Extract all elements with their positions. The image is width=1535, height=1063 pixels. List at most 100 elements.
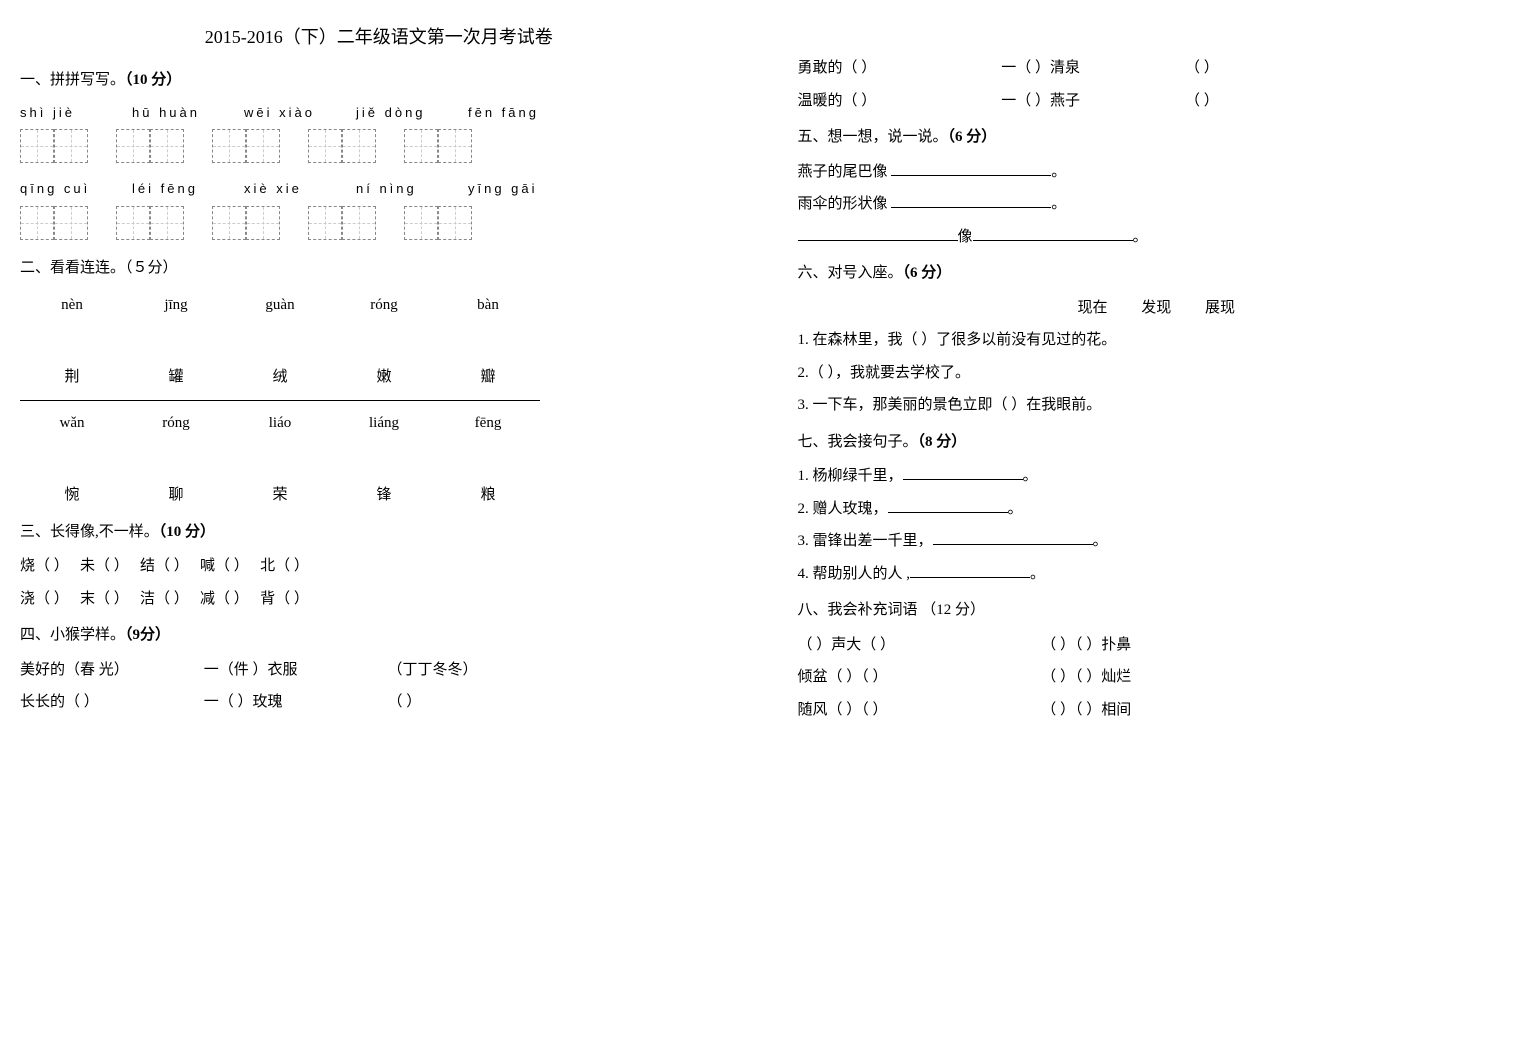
pinyin: hū huàn — [132, 101, 216, 126]
section-2-title: 二、看看连连。（５分） — [20, 254, 738, 283]
pinyin: fēn fāng — [468, 101, 552, 126]
pinyin: shì jiè — [20, 101, 104, 126]
sec6-words: 现在 发现 展现 — [798, 294, 1516, 323]
tian-box — [20, 206, 54, 240]
item: （ ）（ ）扑鼻 — [1041, 637, 1131, 653]
sec4-row-3: 勇敢的（ ） 一（ ）清泉 （ ） — [798, 54, 1516, 83]
item: 倾盆（ ）（ ） — [798, 663, 1038, 692]
pinyin: jiě dòng — [356, 101, 440, 126]
blank — [798, 226, 958, 241]
section-5-title: 五、想一想，说一说。（6 分） — [798, 123, 1516, 152]
divider — [20, 400, 540, 401]
item: （ ） — [388, 694, 422, 710]
item: （ ） — [1185, 93, 1219, 109]
item: 1. 杨柳绿千里， — [798, 468, 903, 484]
sec5-score: （6 分） — [948, 129, 997, 145]
item: （丁丁冬冬） — [388, 662, 478, 678]
tian-box — [116, 129, 150, 163]
item: 勇敢的（ ） — [798, 54, 998, 83]
item: 随风（ ）（ ） — [798, 696, 1038, 725]
sec3-score: （10 分） — [159, 524, 215, 540]
sec6-q1: 1. 在森林里，我（ ）了很多以前没有见过的花。 — [798, 326, 1516, 355]
item: 末（ ） — [80, 591, 129, 607]
item: 一（ ）玫瑰 — [204, 688, 384, 717]
item: （ ）声大（ ） — [798, 631, 1038, 660]
pinyin: léi fēng — [132, 177, 216, 202]
sec4-row-1: 美好的（春 光） 一（件 ）衣服 （丁丁冬冬） — [20, 656, 738, 685]
item: 2. 赠人玫瑰， — [798, 501, 888, 517]
sec5-line-2: 雨伞的形状像 。 — [798, 190, 1516, 219]
match-item: wǎn — [20, 409, 124, 438]
match-item: 罐 — [124, 363, 228, 392]
tian-box — [116, 206, 150, 240]
item: 烧（ ） — [20, 558, 69, 574]
match-item: 荣 — [228, 481, 332, 510]
tian-box — [438, 129, 472, 163]
match-item: róng — [124, 409, 228, 438]
section-1-title: 一、拼拼写写。（10 分） — [20, 66, 738, 95]
match-row-2: 荆 罐 绒 嫩 瓣 — [20, 363, 540, 392]
left-column: 2015-2016（下）二年级语文第一次月考试卷 一、拼拼写写。（10 分） s… — [20, 20, 738, 728]
tian-box — [246, 129, 280, 163]
sec7-q3: 3. 雷锋出差一千里，。 — [798, 527, 1516, 556]
item: 结（ ） — [140, 558, 189, 574]
pinyin: wēi xiào — [244, 101, 328, 126]
match-item: guàn — [228, 291, 332, 320]
sec4-row-4: 温暖的（ ） 一（ ）燕子 （ ） — [798, 87, 1516, 116]
sec8-row-1: （ ）声大（ ） （ ）（ ）扑鼻 — [798, 631, 1516, 660]
tian-row-2 — [20, 206, 738, 240]
tian-box — [54, 129, 88, 163]
match-item: 惋 — [20, 481, 124, 510]
item: 未（ ） — [80, 558, 129, 574]
item: 一（ ）清泉 — [1001, 54, 1181, 83]
match-item: jīng — [124, 291, 228, 320]
item: 美好的（春 光） — [20, 656, 200, 685]
blank — [903, 465, 1023, 480]
pinyin: ní nìng — [356, 177, 440, 202]
sec7-q2: 2. 赠人玫瑰，。 — [798, 495, 1516, 524]
match-item: róng — [332, 291, 436, 320]
item: 北（ ） — [260, 558, 309, 574]
match-item: nèn — [20, 291, 124, 320]
tian-box — [20, 129, 54, 163]
blank — [891, 193, 1051, 208]
pinyin-row-2: qīng cuì léi fēng xiè xie ní nìng yīng g… — [20, 177, 738, 202]
item: （ ）（ ）灿烂 — [1041, 669, 1131, 685]
sec3-label: 三、长得像,不一样。 — [20, 524, 159, 540]
item: （ ） — [1185, 60, 1219, 76]
tian-box — [150, 129, 184, 163]
tian-box — [438, 206, 472, 240]
section-8-title: 八、我会补充词语 （12 分） — [798, 596, 1516, 625]
sec4-label: 四、小猴学样。 — [20, 627, 125, 643]
sec6-label: 六、对号入座。 — [798, 265, 903, 281]
item: 像 — [958, 229, 973, 245]
right-column: 勇敢的（ ） 一（ ）清泉 （ ） 温暖的（ ） 一（ ）燕子 （ ） 五、想一… — [798, 20, 1516, 728]
match-row-4: 惋 聊 荣 锋 粮 — [20, 481, 540, 510]
match-item: liáng — [332, 409, 436, 438]
sec7-score: （8 分） — [918, 434, 967, 450]
item: 4. 帮助别人的人 , — [798, 566, 911, 582]
match-row-3: wǎn róng liáo liáng fēng — [20, 409, 540, 438]
item: 长长的（ ） — [20, 688, 200, 717]
tian-box — [212, 206, 246, 240]
blank — [933, 530, 1093, 545]
tian-box — [342, 206, 376, 240]
match-item: liáo — [228, 409, 332, 438]
item: （ ）（ ）相间 — [1041, 702, 1131, 718]
match-item: 嫩 — [332, 363, 436, 392]
item: 洁（ ） — [140, 591, 189, 607]
sec1-score: （10 分） — [125, 72, 181, 88]
section-3-title: 三、长得像,不一样。（10 分） — [20, 518, 738, 547]
tian-box — [308, 129, 342, 163]
tian-box — [308, 206, 342, 240]
match-item: 荆 — [20, 363, 124, 392]
item: 温暖的（ ） — [798, 87, 998, 116]
exam-title: 2015-2016（下）二年级语文第一次月考试卷 — [20, 20, 738, 54]
sec5-line-1: 燕子的尾巴像 。 — [798, 158, 1516, 187]
item: 一（件 ）衣服 — [204, 656, 384, 685]
sec8-row-2: 倾盆（ ）（ ） （ ）（ ）灿烂 — [798, 663, 1516, 692]
match-row-1: nèn jīng guàn róng bàn — [20, 291, 540, 320]
sec6-q3: 3. 一下车，那美丽的景色立即（ ）在我眼前。 — [798, 391, 1516, 420]
sec4-row-2: 长长的（ ） 一（ ）玫瑰 （ ） — [20, 688, 738, 717]
item: 减（ ） — [200, 591, 249, 607]
